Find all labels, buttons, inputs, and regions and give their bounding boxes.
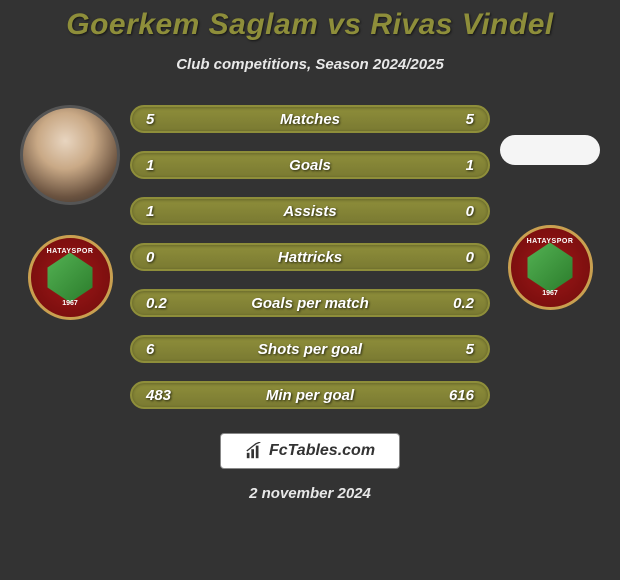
stat-right-value: 1 <box>434 157 474 174</box>
crest-year: 1967 <box>62 300 78 307</box>
stat-label: Min per goal <box>266 387 354 404</box>
stat-row: 1 Goals 1 <box>130 151 490 179</box>
stat-row: 0.2 Goals per match 0.2 <box>130 289 490 317</box>
stat-row: 0 Hattricks 0 <box>130 243 490 271</box>
stats-table: 5 Matches 5 1 Goals 1 1 Assists 0 0 Hatt… <box>130 105 490 409</box>
stat-right-value: 5 <box>434 341 474 358</box>
stat-left-value: 6 <box>146 341 186 358</box>
stat-row: 483 Min per goal 616 <box>130 381 490 409</box>
stat-label: Assists <box>283 203 336 220</box>
stat-label: Shots per goal <box>258 341 362 358</box>
comparison-content: HATAYSPOR 1967 5 Matches 5 1 Goals 1 1 A… <box>0 105 620 409</box>
stat-label: Goals <box>289 157 331 174</box>
stat-label: Goals per match <box>251 295 369 312</box>
subtitle: Club competitions, Season 2024/2025 <box>176 56 444 73</box>
stat-left-value: 0 <box>146 249 186 266</box>
stat-row: 6 Shots per goal 5 <box>130 335 490 363</box>
stat-right-value: 616 <box>434 387 474 404</box>
stat-left-value: 1 <box>146 157 186 174</box>
stat-right-value: 0 <box>434 249 474 266</box>
stat-row: 1 Assists 0 <box>130 197 490 225</box>
bars-icon <box>245 442 263 460</box>
brand-badge[interactable]: FcTables.com <box>220 433 400 469</box>
stat-left-value: 5 <box>146 111 186 128</box>
stat-right-value: 0.2 <box>434 295 474 312</box>
stat-label: Matches <box>280 111 340 128</box>
crest-year: 1967 <box>542 290 558 297</box>
stat-row: 5 Matches 5 <box>130 105 490 133</box>
player1-club-crest: HATAYSPOR 1967 <box>28 235 113 320</box>
stat-left-value: 1 <box>146 203 186 220</box>
stat-left-value: 0.2 <box>146 295 186 312</box>
stat-left-value: 483 <box>146 387 186 404</box>
player2-avatar-placeholder <box>500 135 600 165</box>
brand-text: FcTables.com <box>269 442 375 460</box>
footer-date: 2 november 2024 <box>249 485 371 502</box>
player2-club-crest: HATAYSPOR 1967 <box>508 225 593 310</box>
player-left-column: HATAYSPOR 1967 <box>10 105 130 320</box>
stat-label: Hattricks <box>278 249 342 266</box>
stat-right-value: 0 <box>434 203 474 220</box>
shield-icon <box>525 243 575 293</box>
page-title: Goerkem Saglam vs Rivas Vindel <box>66 8 553 42</box>
player1-avatar <box>20 105 120 205</box>
shield-icon <box>45 253 95 303</box>
player-right-column: HATAYSPOR 1967 <box>490 105 610 310</box>
stat-right-value: 5 <box>434 111 474 128</box>
